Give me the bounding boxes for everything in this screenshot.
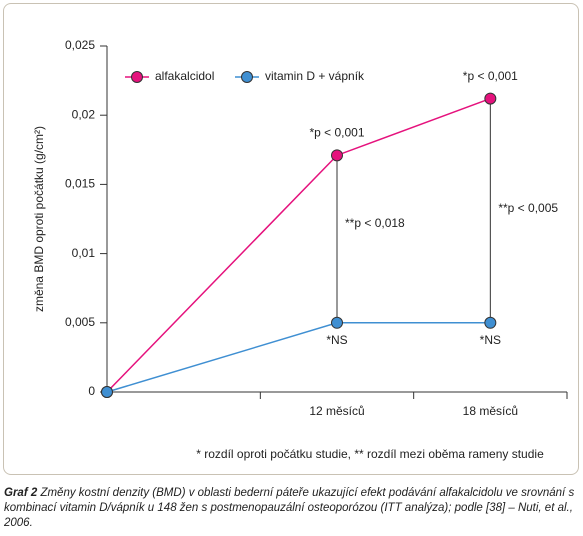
data-point — [331, 149, 343, 162]
data-point — [331, 316, 343, 329]
y-tick-label: 0 — [88, 384, 95, 398]
legend-label: alfakalcidol — [155, 69, 214, 83]
y-tick-label: 0,01 — [72, 246, 96, 260]
annotation: **p < 0,005 — [498, 201, 558, 215]
chart-frame — [3, 3, 579, 475]
caption-label: Graf 2 — [4, 487, 38, 499]
y-tick-label: 0,005 — [65, 315, 95, 329]
annotation: *NS — [480, 333, 501, 347]
caption: Graf 2 Změny kostní denzity (BMD) v obla… — [4, 486, 579, 531]
chart: změna BMD oproti počátku (g/cm²) * rozdí… — [32, 38, 568, 461]
y-tick-label: 0,02 — [72, 107, 96, 121]
y-axis-label: změna BMD oproti počátku (g/cm²) — [32, 126, 46, 312]
annotation: *p < 0,001 — [309, 126, 364, 140]
data-point — [101, 386, 113, 398]
annotation: *p < 0,001 — [463, 69, 518, 83]
y-tick-label: 0,025 — [65, 38, 95, 52]
caption-text: Změny kostní denzity (BMD) v oblasti bed… — [4, 487, 575, 529]
x-tick-label: 18 měsíců — [463, 404, 518, 418]
series-line — [106, 97, 491, 393]
legend-marker — [241, 71, 253, 83]
footnote: * rozdíl oproti počátku studie, ** rozdí… — [196, 447, 544, 461]
legend-marker — [131, 71, 143, 83]
data-point — [484, 92, 497, 105]
annotation: *NS — [326, 333, 347, 347]
legend-label: vitamin D + vápník — [265, 69, 365, 83]
y-tick-label: 0,015 — [65, 177, 95, 191]
data-point — [484, 316, 497, 329]
annotation: **p < 0,018 — [345, 216, 405, 230]
x-tick-label: 12 měsíců — [309, 404, 364, 418]
